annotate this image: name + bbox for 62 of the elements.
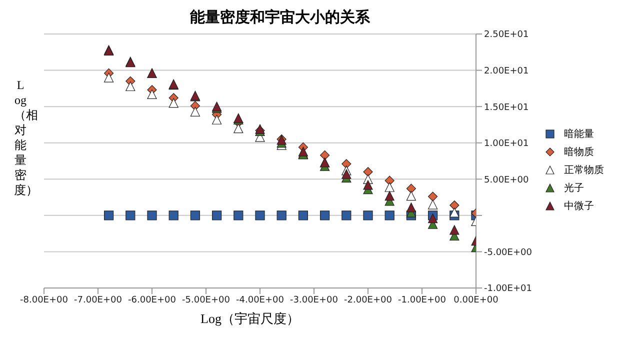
- point: [384, 210, 394, 220]
- legend-label: 暗能量: [564, 128, 594, 141]
- y-tick-label: 1.50E+01: [484, 102, 529, 113]
- point: [104, 72, 114, 82]
- legend-label: 光子: [564, 182, 584, 195]
- point: [190, 210, 200, 220]
- y-tick-label: 2.50E+01: [484, 30, 529, 40]
- point: [126, 81, 136, 92]
- legend-label: 暗物质: [564, 146, 594, 159]
- point: [320, 150, 330, 160]
- x-tick-label: -3.00E+00: [290, 295, 338, 306]
- point: [190, 106, 200, 116]
- point: [298, 146, 308, 156]
- point: [363, 210, 373, 220]
- point: [428, 214, 438, 224]
- point: [320, 210, 330, 220]
- x-tick-label: -7.00E+00: [74, 295, 122, 306]
- point: [126, 210, 136, 220]
- point: [450, 225, 460, 235]
- point: [342, 159, 352, 169]
- x-tick-label: -8.00E+00: [20, 295, 68, 306]
- y-tick-label: 2.00E+01: [484, 66, 529, 76]
- y-tick-label: -1.00E+01: [484, 284, 532, 294]
- x-axis-title: Log（宇宙尺度）: [200, 310, 300, 328]
- chart-title: 能量密度和宇宙大小的关系: [189, 8, 371, 28]
- point: [384, 182, 394, 192]
- point: [342, 169, 352, 179]
- point: [363, 167, 373, 177]
- x-tick-label: 0.00E+00: [454, 295, 499, 306]
- point: [212, 210, 222, 220]
- point: [276, 210, 286, 220]
- y-axis-title: Log（相对能量密度）: [14, 78, 38, 198]
- point: [342, 210, 352, 220]
- point: [234, 210, 244, 220]
- y-tick-label: -5.00E+00: [484, 248, 532, 258]
- x-tick-label: -6.00E+00: [128, 295, 176, 306]
- y-tick-label: 5.00E+00: [484, 175, 529, 186]
- point: [428, 200, 438, 210]
- point: [384, 191, 394, 201]
- y-tick-label: 1.00E+01: [484, 139, 529, 150]
- point: [450, 208, 460, 218]
- point: [168, 210, 178, 220]
- x-tick-label: -4.00E+00: [236, 295, 284, 306]
- point: [104, 210, 114, 220]
- legend-label: 中微子: [564, 200, 594, 213]
- point: [168, 98, 178, 108]
- point: [406, 184, 416, 194]
- point: [428, 192, 438, 202]
- legend-label: 正常物质: [564, 164, 604, 177]
- point: [255, 210, 265, 220]
- point: [406, 191, 416, 201]
- point: [147, 210, 157, 220]
- x-tick-label: -1.00E+00: [398, 295, 446, 306]
- point: [147, 89, 157, 100]
- point: [450, 200, 460, 210]
- x-tick-label: -2.00E+00: [344, 295, 392, 306]
- point: [298, 210, 308, 220]
- point: [234, 124, 244, 134]
- x-tick-label: -5.00E+00: [182, 295, 230, 306]
- point: [406, 202, 416, 212]
- point: [212, 114, 222, 124]
- point: [363, 180, 373, 190]
